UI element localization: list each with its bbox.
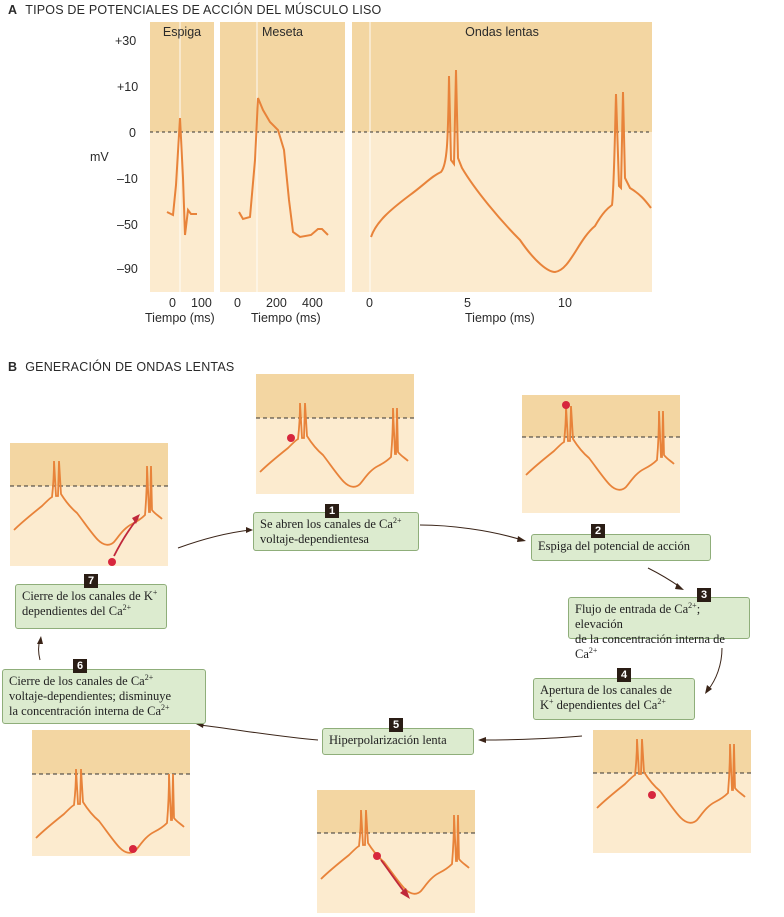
x-axis-title-ondas: Tiempo (ms) xyxy=(465,311,535,325)
x-tick-label: 10 xyxy=(558,296,572,310)
x-tick-label: 0 xyxy=(234,296,241,310)
panel-label-meseta: Meseta xyxy=(262,25,303,39)
state-dot xyxy=(108,558,116,566)
section-a-letter: A xyxy=(8,3,18,17)
step-2-number: 2 xyxy=(591,524,605,538)
state-dot xyxy=(129,845,137,853)
x-tick-label: 200 xyxy=(266,296,287,310)
x-tick-label: 5 xyxy=(464,296,471,310)
wave-thumb-2 xyxy=(522,395,680,513)
y-tick-label: –10 xyxy=(117,172,138,186)
state-dot xyxy=(648,791,656,799)
panel-label-espiga: Espiga xyxy=(162,25,202,39)
meseta-trace xyxy=(238,97,329,239)
step-3-box: Flujo de entrada de Ca2+; elevación de la… xyxy=(568,597,750,661)
step-1-text: Se abren los canales de Ca2+ voltaje-depe… xyxy=(260,515,402,546)
step-5-text: Hiperpolarización lenta xyxy=(329,733,447,747)
y-tick-label: 0 xyxy=(129,126,136,140)
espiga-trace xyxy=(166,117,197,236)
state-dot xyxy=(373,852,381,860)
progress-arrowhead xyxy=(132,514,140,524)
step-7-text: Cierre de los canales de K+ dependientes … xyxy=(22,587,158,618)
y-tick-label: +30 xyxy=(115,34,137,48)
step-5-number: 5 xyxy=(389,718,403,732)
step-7-number: 7 xyxy=(84,574,98,588)
step-1-number: 1 xyxy=(325,504,339,518)
panel-a-gridlines xyxy=(179,22,371,292)
section-b-title: B GENERACIÓN DE ONDAS LENTAS xyxy=(8,360,234,374)
section-b-title-text: GENERACIÓN DE ONDAS LENTAS xyxy=(25,360,235,374)
step-5-box: Hiperpolarización lenta xyxy=(322,728,474,755)
panel-meseta-bg xyxy=(220,22,345,292)
section-a-title: A TIPOS DE POTENCIALES DE ACCIÓN DEL MÚSC… xyxy=(8,3,381,17)
x-tick-label: 0 xyxy=(169,296,176,310)
x-tick-label: 400 xyxy=(302,296,323,310)
y-tick-label: +10 xyxy=(117,80,139,94)
step-4-box: Apertura de los canales de K+ dependiente… xyxy=(533,678,695,720)
step-3-number: 3 xyxy=(697,588,711,602)
step-7-box: Cierre de los canales de K+ dependientes … xyxy=(15,584,167,629)
x-axis-title-espiga: Tiempo (ms) xyxy=(145,311,215,325)
progress-arrowhead xyxy=(400,888,410,899)
step-1-box: Se abren los canales de Ca2+ voltaje-depe… xyxy=(253,512,419,551)
step-6-number: 6 xyxy=(73,659,87,673)
wave-thumb-4 xyxy=(593,730,751,853)
step-4-text: Apertura de los canales de K+ dependiente… xyxy=(540,683,672,712)
step-2-text: Espiga del potencial de acción xyxy=(538,539,691,553)
step-6-text: Cierre de los canales de Ca2+ voltaje-dep… xyxy=(9,672,172,718)
wave-thumb-6 xyxy=(32,730,190,856)
state-dot xyxy=(287,434,295,442)
section-a-title-text: TIPOS DE POTENCIALES DE ACCIÓN DEL MÚSCU… xyxy=(25,3,382,17)
step-4-number: 4 xyxy=(617,668,631,682)
panel-label-ondas: Ondas lentas xyxy=(465,25,539,39)
x-tick-label: 0 xyxy=(366,296,373,310)
y-axis-title: mV xyxy=(90,150,109,164)
section-b-letter: B xyxy=(8,360,18,374)
y-tick-label: –50 xyxy=(117,218,138,232)
x-tick-label: 100 xyxy=(191,296,212,310)
step-3-text: Flujo de entrada de Ca2+; elevación de la… xyxy=(575,600,725,661)
ondas-trace xyxy=(370,69,652,274)
step-2-box: Espiga del potencial de acción xyxy=(531,534,711,561)
wave-thumb-5 xyxy=(317,790,475,913)
step-6-box: Cierre de los canales de Ca2+ voltaje-dep… xyxy=(2,669,206,724)
wave-thumb-7 xyxy=(10,443,168,566)
panel-ondas-bg xyxy=(352,22,652,292)
x-axis-title-meseta: Tiempo (ms) xyxy=(251,311,321,325)
state-dot xyxy=(562,401,570,409)
y-tick-label: –90 xyxy=(117,262,138,276)
wave-thumb-1 xyxy=(256,374,414,494)
